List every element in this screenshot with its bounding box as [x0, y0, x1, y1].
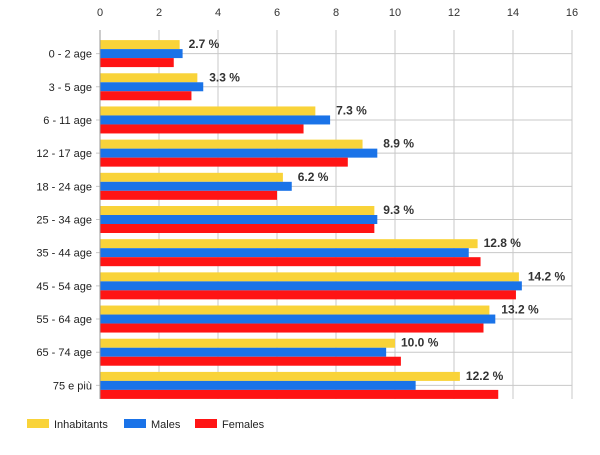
data-label: 10.0 % — [401, 336, 439, 350]
bar-females — [100, 389, 499, 399]
data-label: 9.3 % — [383, 203, 414, 217]
bar-inhabitants — [100, 272, 519, 282]
bar-females — [100, 290, 516, 300]
bar-inhabitants — [100, 40, 180, 50]
data-label: 12.2 % — [466, 369, 504, 383]
category-label: 3 - 5 age — [49, 82, 92, 94]
bar-males — [100, 248, 469, 258]
bar-females — [100, 356, 401, 366]
x-tick-label: 8 — [333, 7, 339, 19]
bar-females — [100, 224, 375, 233]
category-label: 18 - 24 age — [36, 181, 92, 193]
x-tick-label: 0 — [97, 7, 103, 19]
x-tick-label: 14 — [507, 7, 519, 19]
bar-males — [100, 82, 204, 92]
bar-inhabitants — [100, 371, 460, 381]
bar-males — [100, 49, 183, 59]
bar-inhabitants — [100, 305, 490, 315]
data-label: 12.8 % — [484, 236, 522, 250]
legend-swatch-males — [124, 419, 146, 428]
category-label: 75 e più — [53, 380, 92, 392]
x-tick-label: 16 — [566, 7, 578, 19]
bar-females — [100, 91, 192, 101]
data-label: 14.2 % — [528, 269, 566, 283]
bar-females — [100, 257, 481, 267]
bar-inhabitants — [100, 106, 316, 116]
bar-inhabitants — [100, 172, 283, 182]
bar-inhabitants — [100, 139, 363, 149]
data-label: 2.7 % — [189, 37, 220, 51]
bar-males — [100, 215, 378, 224]
bar-females — [100, 157, 348, 167]
bar-inhabitants — [100, 206, 375, 215]
category-label: 25 - 34 age — [36, 215, 92, 227]
bar-inhabitants — [100, 338, 395, 348]
data-label: 8.9 % — [383, 137, 414, 151]
category-label: 45 - 54 age — [36, 281, 92, 293]
legend-label: Females — [222, 419, 265, 431]
bar-males — [100, 181, 292, 191]
data-label: 6.2 % — [298, 170, 329, 184]
x-tick-label: 4 — [215, 7, 221, 19]
x-tick-label: 10 — [389, 7, 401, 19]
bar-males — [100, 314, 496, 324]
bar-males — [100, 148, 378, 158]
category-label: 0 - 2 age — [49, 49, 92, 61]
bar-females — [100, 190, 277, 200]
x-tick-label: 6 — [274, 7, 280, 19]
legend-label: Inhabitants — [54, 419, 108, 431]
legend-swatch-inhabitants — [27, 419, 49, 428]
bar-males — [100, 347, 387, 357]
category-label: 35 - 44 age — [36, 248, 92, 260]
bar-males — [100, 380, 416, 390]
data-label: 3.3 % — [209, 70, 240, 84]
category-label: 12 - 17 age — [36, 148, 92, 160]
legend-swatch-females — [195, 419, 217, 428]
category-label: 65 - 74 age — [36, 347, 92, 359]
bar-inhabitants — [100, 239, 478, 249]
bar-females — [100, 323, 484, 333]
bar-males — [100, 115, 331, 125]
x-tick-label: 12 — [448, 7, 460, 19]
category-label: 6 - 11 age — [43, 115, 92, 127]
data-label: 7.3 % — [336, 103, 367, 117]
bar-females — [100, 58, 174, 68]
bar-males — [100, 281, 522, 291]
legend-label: Males — [151, 419, 181, 431]
bar-inhabitants — [100, 73, 198, 83]
category-label: 55 - 64 age — [36, 314, 92, 326]
data-label: 13.2 % — [501, 303, 539, 317]
x-tick-label: 2 — [156, 7, 162, 19]
bar-females — [100, 124, 304, 134]
